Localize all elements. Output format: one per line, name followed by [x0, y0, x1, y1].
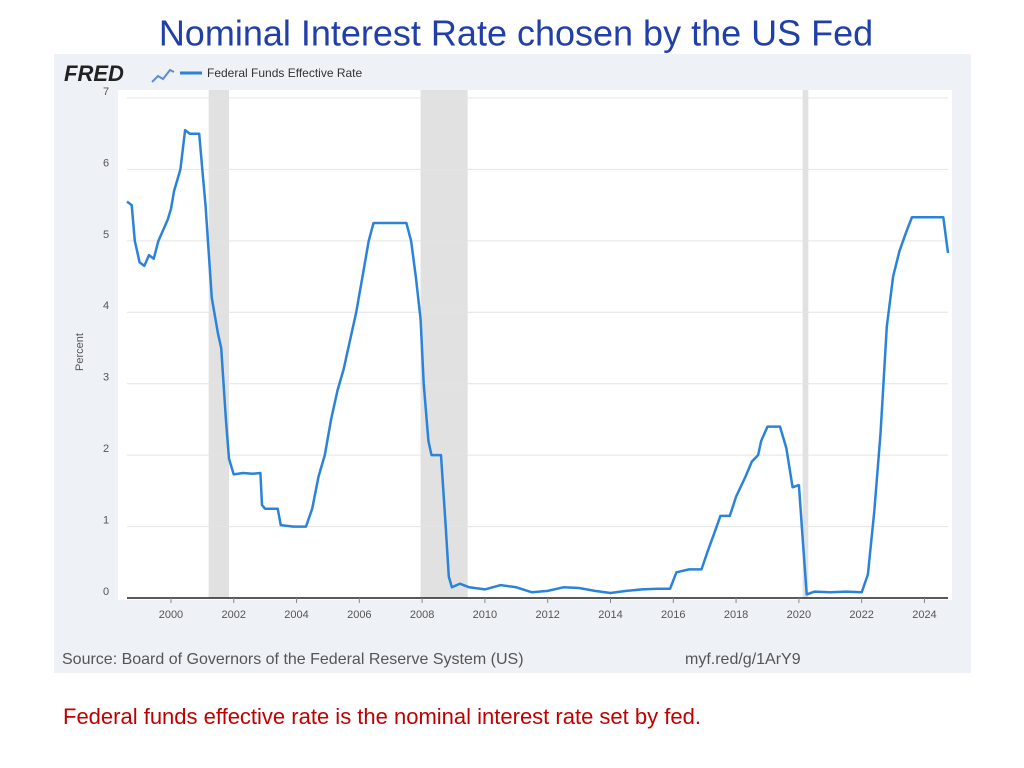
- plot-area: [118, 90, 952, 600]
- x-tick-label: 2022: [849, 609, 873, 621]
- logo-icon: [151, 68, 175, 83]
- recession-band: [208, 90, 230, 598]
- x-tick-label: 2002: [222, 609, 246, 621]
- x-tick-label: 2016: [661, 609, 685, 621]
- y-tick-label: 5: [103, 229, 109, 241]
- y-tick-label: 6: [103, 157, 109, 169]
- x-tick-label: 2004: [284, 609, 308, 621]
- y-tick-label: 3: [103, 372, 109, 384]
- footnote: Federal funds effective rate is the nomi…: [63, 704, 701, 729]
- short-link[interactable]: myf.red/g/1ArY9: [685, 651, 801, 668]
- y-tick-label: 1: [103, 514, 109, 526]
- y-tick-label: 4: [103, 300, 109, 312]
- x-tick-label: 2018: [724, 609, 748, 621]
- y-tick-label: 7: [103, 86, 109, 98]
- x-tick-label: 2014: [598, 609, 622, 621]
- source-text: Source: Board of Governors of the Federa…: [62, 651, 524, 668]
- plot: 0 1 2 3 4 5 6 7 2000 2002 2004 2006 2008 2010 2012 2014…: [103, 86, 950, 621]
- legend-label: Federal Funds Effective Rate: [207, 66, 363, 80]
- brand-logo: FRED: [64, 61, 124, 86]
- x-tick-label: 2006: [347, 609, 371, 621]
- recession-band: [420, 90, 468, 598]
- x-tick-label: 2020: [787, 609, 811, 621]
- x-tick-label: 2010: [473, 609, 497, 621]
- y-tick-label: 2: [103, 443, 109, 455]
- y-tick-label: 0: [103, 586, 109, 598]
- recession-band: [802, 90, 809, 598]
- slide-title: Nominal Interest Rate chosen by the US F…: [159, 13, 873, 54]
- x-tick-label: 2008: [410, 609, 434, 621]
- y-axis-label: Percent: [74, 333, 86, 371]
- x-tick-label: 2012: [535, 609, 559, 621]
- x-tick-label: 2024: [912, 609, 936, 621]
- x-tick-label: 2000: [159, 609, 183, 621]
- series-line: [126, 128, 950, 596]
